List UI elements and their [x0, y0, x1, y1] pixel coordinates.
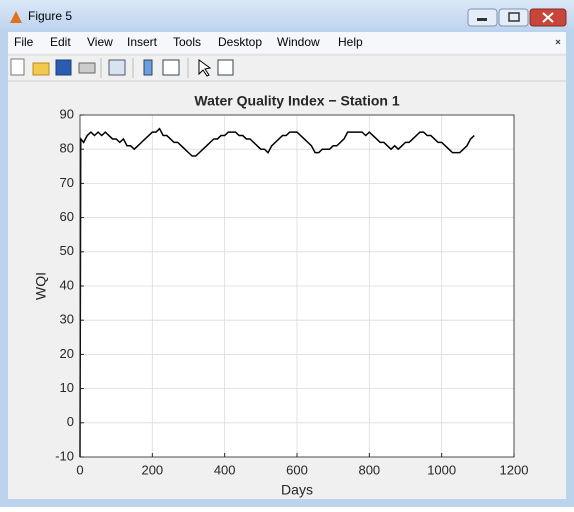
- maximize-icon: [508, 12, 520, 22]
- chart-title: Water Quality Index − Station 1: [194, 93, 399, 109]
- y-axis-label: WQI: [33, 272, 49, 300]
- minimize-icon: [477, 18, 487, 21]
- y-tick-label: 90: [60, 106, 74, 121]
- y-tick-label: -10: [55, 448, 74, 463]
- menu-item[interactable]: Tools: [173, 35, 201, 49]
- menu-item[interactable]: View: [87, 35, 113, 49]
- menu-item[interactable]: Insert: [127, 35, 158, 49]
- pointer-icon[interactable]: [198, 59, 212, 77]
- menu-bar: [8, 32, 566, 53]
- print-icon[interactable]: [78, 62, 96, 74]
- data-line: [79, 127, 475, 458]
- y-tick-label: 60: [60, 209, 74, 224]
- x-tick-label: 1000: [427, 462, 456, 477]
- toolbar: [10, 58, 234, 78]
- window-title: Figure 5: [28, 9, 72, 23]
- minimize-button[interactable]: [467, 8, 498, 27]
- y-tick-label: 20: [60, 346, 74, 361]
- x-tick-label: 200: [141, 462, 163, 477]
- menu-item[interactable]: Edit: [50, 35, 71, 49]
- menu-item[interactable]: Help: [338, 35, 363, 49]
- legend-icon[interactable]: [162, 59, 180, 76]
- maximize-button[interactable]: [498, 8, 529, 27]
- y-tick-label: 0: [67, 414, 74, 429]
- x-tick-label: 400: [214, 462, 236, 477]
- menu-item[interactable]: File: [14, 35, 34, 49]
- y-tick-label: 70: [60, 175, 74, 190]
- y-tick-label: 10: [60, 380, 74, 395]
- y-tick-label: 30: [60, 312, 74, 327]
- new-icon[interactable]: [10, 58, 25, 76]
- open-icon[interactable]: [32, 62, 50, 76]
- y-tick-label: 40: [60, 277, 74, 292]
- x-tick-label: 0: [76, 462, 83, 477]
- y-tick-label: 50: [60, 243, 74, 258]
- y-tick-label: 80: [60, 141, 74, 156]
- x-axis-label: Days: [281, 482, 313, 498]
- x-tick-label: 1200: [500, 462, 529, 477]
- menu-arrow[interactable]: [555, 39, 561, 45]
- app-icon: [10, 11, 22, 23]
- x-tick-label: 600: [286, 462, 308, 477]
- x-tick-label: 800: [358, 462, 380, 477]
- axes-box: [79, 114, 515, 458]
- property-icon[interactable]: [217, 59, 234, 76]
- close-icon: [542, 12, 554, 23]
- link-icon[interactable]: [108, 59, 126, 76]
- save-icon[interactable]: [55, 59, 72, 76]
- menu-item[interactable]: Window: [277, 35, 320, 49]
- colorbar-icon[interactable]: [143, 59, 153, 76]
- menu-item[interactable]: Desktop: [218, 35, 262, 49]
